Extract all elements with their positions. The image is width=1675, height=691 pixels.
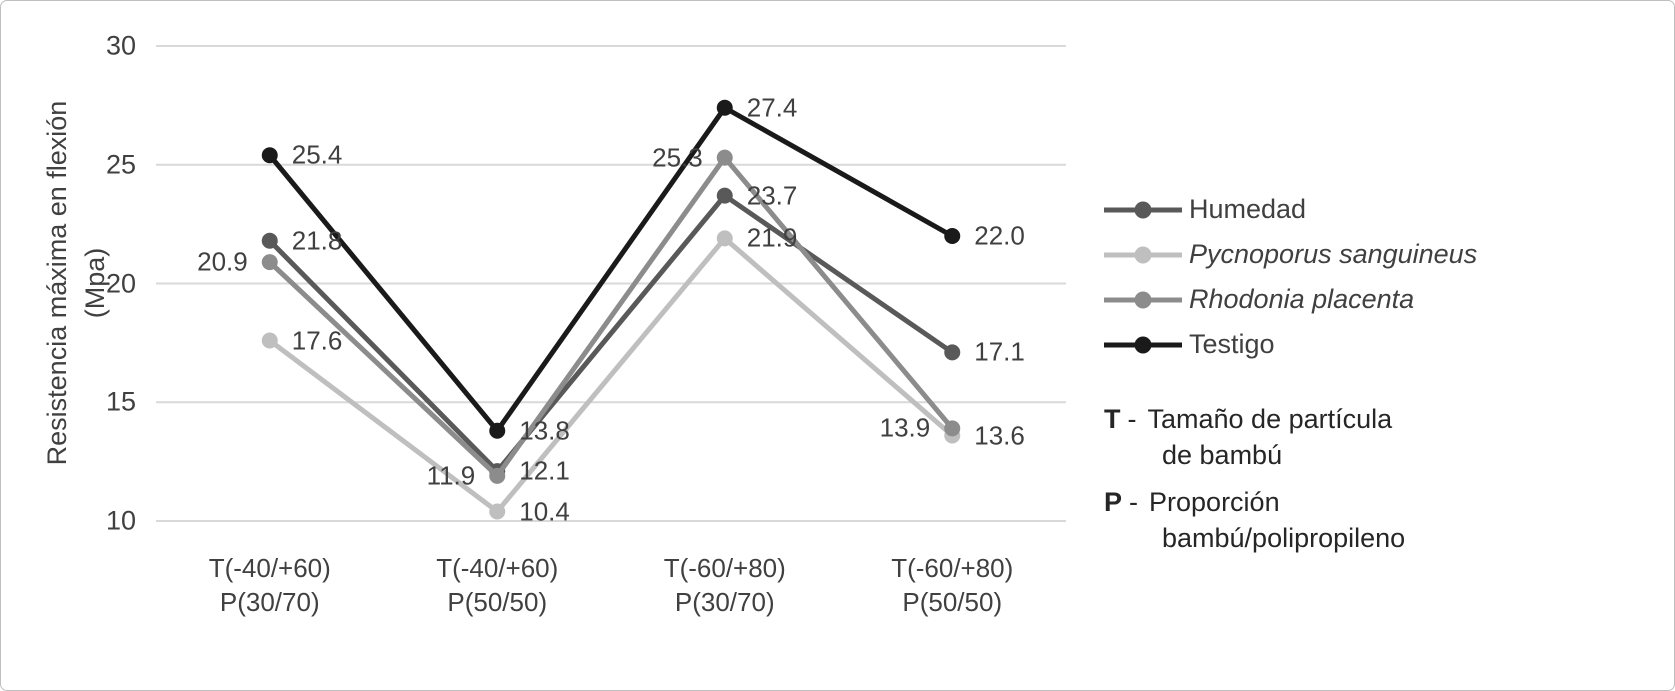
legend-label: Testigo <box>1189 329 1275 359</box>
y-axis-title-line2: (Mpa) <box>80 247 110 319</box>
series-line-pycnoporus-sanguineus <box>267 235 955 514</box>
note-key: T <box>1104 404 1121 434</box>
series-marker-rhodonia-placenta <box>716 149 733 166</box>
note-line1: P - Proporción <box>1104 484 1405 520</box>
note-T: T - Tamaño de partícula de bambú <box>1104 401 1405 473</box>
series-marker-humedad <box>716 187 733 204</box>
legend: Humedad Pycnoporus sanguineus Rhodonia pla… <box>1104 187 1477 367</box>
series-marker-pycnoporus-sanguineus <box>489 503 506 520</box>
series-marker-testigo <box>489 422 506 439</box>
note-line2: de bambú <box>1162 440 1283 470</box>
legend-label: Pycnoporus sanguineus <box>1189 239 1478 269</box>
legend-label: Rhodonia placenta <box>1189 284 1415 314</box>
legend-item-humedad: Humedad <box>1104 187 1477 232</box>
series-line-testigo <box>267 105 955 434</box>
series-marker-humedad <box>261 232 278 249</box>
legend-line-marker-icon <box>1104 334 1182 356</box>
series-marker-rhodonia-placenta <box>261 254 278 271</box>
legend-line-marker-icon <box>1104 244 1182 266</box>
legend-marker-dot <box>1134 336 1152 353</box>
note-P: P - Proporción bambú/polipropileno <box>1104 484 1405 556</box>
series-line-humedad <box>267 193 955 474</box>
notes: T - Tamaño de partícula de bambú P - Proporció… <box>1104 401 1405 567</box>
series-marker-pycnoporus-sanguineus <box>261 332 278 349</box>
legend-line-marker-icon <box>1104 199 1182 221</box>
legend-line-marker-icon <box>1104 289 1182 311</box>
series-marker-testigo <box>261 147 278 164</box>
series-marker-pycnoporus-sanguineus <box>716 230 733 247</box>
series-marker-testigo <box>716 99 733 116</box>
note-separator: - <box>1129 487 1139 517</box>
series-line-rhodonia-placenta <box>267 155 955 479</box>
y-axis-title: Resistencia máxima en flexión (Mpa) <box>38 13 114 553</box>
legend-marker-dot <box>1134 291 1152 308</box>
note-line2: bambú/polipropileno <box>1162 523 1406 553</box>
series-marker-testigo <box>944 228 961 244</box>
note-separator: - <box>1127 404 1137 434</box>
series-marker-humedad <box>944 344 961 361</box>
series-marker-rhodonia-placenta <box>489 467 506 484</box>
note-line1: T - Tamaño de partícula <box>1104 401 1405 437</box>
note-text: Tamaño de partícula <box>1147 404 1393 434</box>
note-text: Proporción <box>1149 487 1280 517</box>
legend-item-rhodonia-placenta: Rhodonia placenta <box>1104 277 1477 322</box>
legend-label: Humedad <box>1189 194 1307 224</box>
y-axis-title-line1: Resistencia máxima en flexión <box>42 100 72 466</box>
legend-marker-dot <box>1134 246 1152 263</box>
series-marker-rhodonia-placenta <box>944 420 961 437</box>
legend-item-testigo: Testigo <box>1104 322 1477 367</box>
note-key: P <box>1104 487 1123 517</box>
legend-marker-dot <box>1134 201 1152 218</box>
legend-item-pycnoporus-sanguineus: Pycnoporus sanguineus <box>1104 232 1477 277</box>
